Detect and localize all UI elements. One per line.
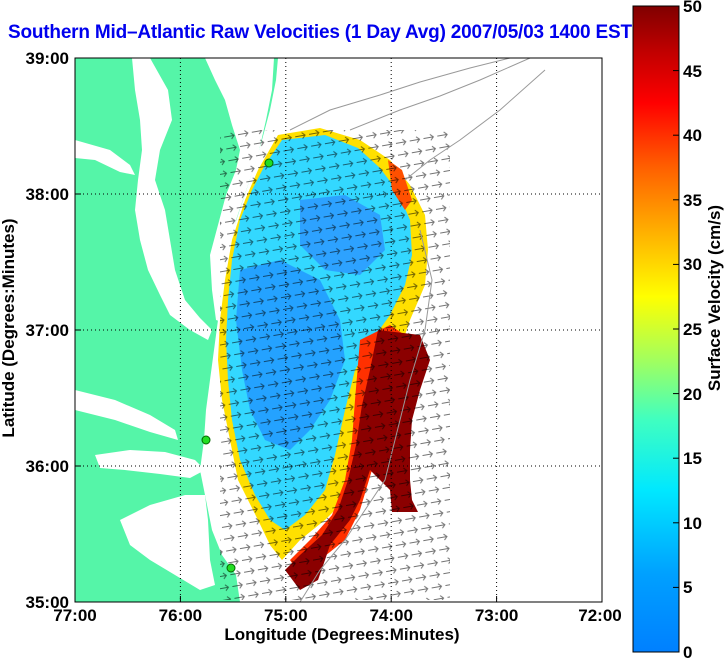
x-tick-label: 77:00 <box>53 606 96 625</box>
colorbar-tick-label: 45 <box>683 62 702 81</box>
y-tick-labels: 39:00 38:00 37:00 36:00 35:00 <box>26 49 69 612</box>
chesapeake-bay <box>132 58 212 340</box>
station-marker-north <box>264 158 274 168</box>
map-title: Southern Mid–Atlantic Raw Velocities (1 … <box>8 22 632 43</box>
map-grid <box>75 58 602 602</box>
colorbar-tick-label: 0 <box>683 643 692 659</box>
colorbar-tick-label: 30 <box>683 255 702 274</box>
x-tick-label: 75:00 <box>264 606 307 625</box>
velocity-arrows <box>220 130 450 600</box>
x-tick-label: 73:00 <box>475 606 518 625</box>
y-tick-label: 38:00 <box>26 185 69 204</box>
velocity-field <box>218 128 450 600</box>
bathymetry-contours <box>289 58 546 602</box>
colorbar-tick-label: 15 <box>683 449 702 468</box>
x-tick-label: 72:00 <box>578 606 621 625</box>
colorbar-tick-label: 40 <box>683 126 702 145</box>
pamlico-sound <box>120 495 215 590</box>
station-marker-south <box>226 563 236 573</box>
colorbar-label: Surface Velocity (cm/s) <box>705 205 724 391</box>
colorbar-tick-label: 25 <box>683 320 702 339</box>
colorbar-tick-label: 35 <box>683 191 702 210</box>
y-tick-label: 36:00 <box>26 457 69 476</box>
colorbar-tick-label: 10 <box>683 514 702 533</box>
colorbar-gradient <box>632 5 680 653</box>
river-1 <box>75 140 135 175</box>
station-marker-middle <box>201 435 211 445</box>
x-axis-label: Longitude (Degrees:Minutes) <box>224 625 459 644</box>
albemarle-sound <box>95 450 205 478</box>
y-tick-label: 37:00 <box>26 321 69 340</box>
colorbar-tick-label: 50 <box>683 0 702 16</box>
tick-marks <box>74 57 603 603</box>
y-tick-label: 39:00 <box>26 49 69 68</box>
y-axis-label: Latitude (Degrees:Minutes) <box>0 218 18 437</box>
x-tick-label: 76:00 <box>159 606 202 625</box>
map-plot-area <box>75 58 602 602</box>
x-tick-labels: 77:00 76:00 75:00 74:00 73:00 72:00 <box>53 606 621 625</box>
colorbar: 0 5 10 15 20 25 30 35 40 45 50 Surface V… <box>632 0 724 659</box>
colorbar-tick-label: 20 <box>683 385 702 404</box>
x-tick-label: 74:00 <box>369 606 412 625</box>
river-2 <box>75 390 178 440</box>
y-tick-label: 35:00 <box>26 593 69 612</box>
colorbar-tick-marks <box>673 5 679 653</box>
colorbar-tick-label: 5 <box>683 578 692 597</box>
